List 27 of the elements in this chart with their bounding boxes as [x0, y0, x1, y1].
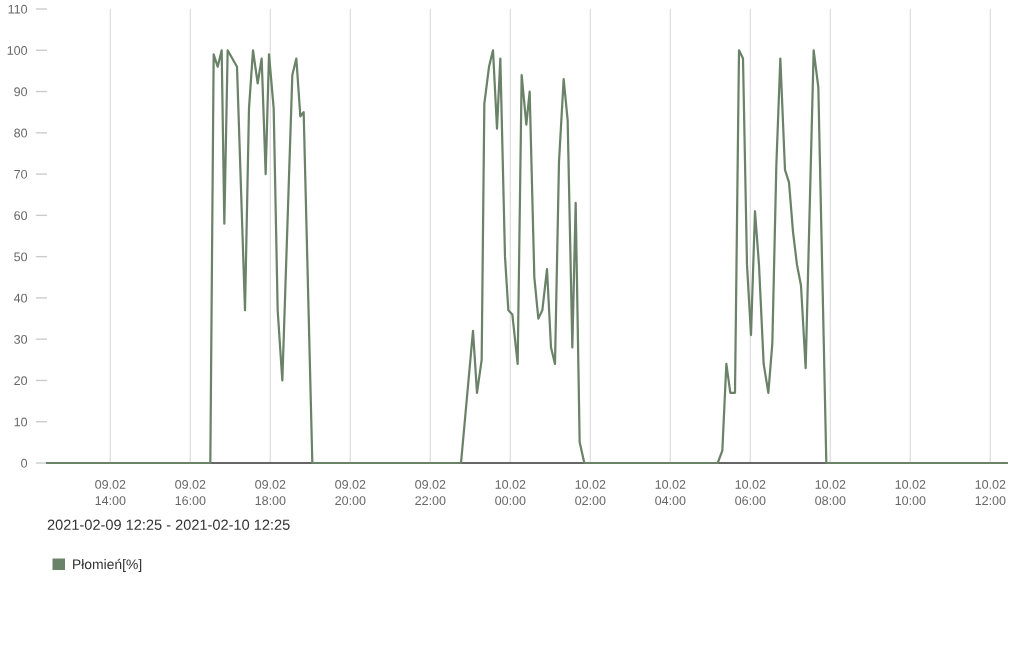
x-tick-label: 09.02 20:00	[335, 480, 366, 506]
x-tick-label: 09.02 22:00	[415, 480, 446, 506]
x-tick-label: 10.02 02:00	[575, 480, 606, 506]
y-tick-label: 20	[14, 376, 28, 386]
y-tick-label: 60	[14, 211, 28, 221]
x-tick-label: 09.02 16:00	[175, 480, 206, 506]
y-tick-label: 70	[14, 169, 28, 179]
line-series	[45, 49, 1009, 465]
y-tick-label: 50	[14, 252, 28, 262]
y-tick-label: 80	[14, 128, 28, 138]
x-tick-label: 09.02 14:00	[95, 480, 126, 506]
y-tick-label: 100	[7, 46, 28, 55]
x-tick-label: 10.02 04:00	[655, 480, 686, 506]
y-tick-label: 90	[14, 87, 28, 97]
legend-label: Płomień[%]	[73, 558, 142, 572]
y-tick-label: 30	[14, 334, 28, 344]
x-tick-label: 10.02 10:00	[895, 480, 926, 506]
x-tick-label: 10.02 00:00	[495, 480, 526, 506]
x-tick-label: 09.02 18:00	[255, 480, 286, 506]
y-tick-label: 40	[13, 293, 28, 303]
x-tick-label: 10.02 12:00	[975, 480, 1006, 506]
text: 2021-02-09 12:25 - 2021-02-10 12:25	[47, 519, 290, 530]
x-tick-label: 10.02 08:00	[815, 480, 846, 506]
y-tick-label: 10	[14, 417, 28, 427]
x-tick-label: 10.02 06:00	[735, 480, 766, 506]
y-tick-label: 110	[8, 4, 28, 14]
y-tick-label: 0	[21, 458, 28, 468]
